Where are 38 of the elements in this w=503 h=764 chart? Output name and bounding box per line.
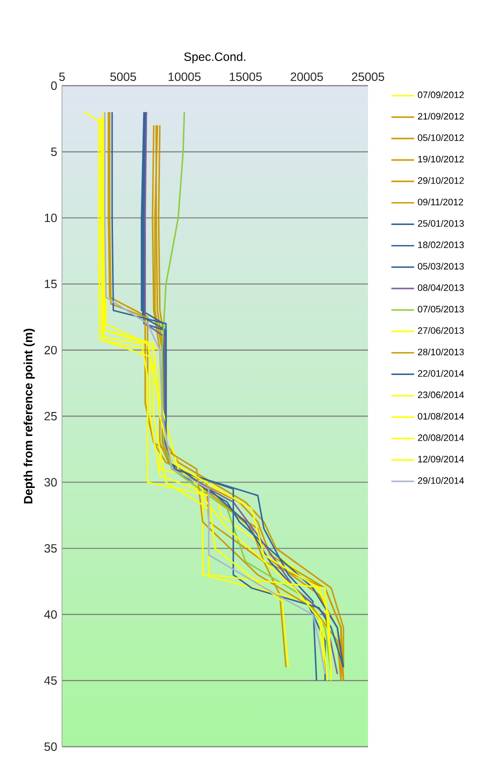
legend-label: 09/11/2012 xyxy=(418,198,464,206)
legend-label: 22/01/2014 xyxy=(418,370,464,377)
y-axis-title: Depth from reference point (m) xyxy=(24,328,35,504)
y-tick-label: 10 xyxy=(44,214,57,222)
legend-label: 21/09/2012 xyxy=(418,112,464,120)
y-tick-label: 30 xyxy=(44,478,57,487)
x-tick-label: 25005 xyxy=(352,72,384,81)
legend-label: 27/06/2013 xyxy=(418,327,464,334)
legend-label: 07/09/2012 xyxy=(418,91,464,98)
x-tick-label: 15005 xyxy=(230,72,262,81)
x-tick-label: 5 xyxy=(59,72,65,81)
y-tick-label: 40 xyxy=(44,610,57,619)
y-tick-label: 45 xyxy=(44,676,57,685)
y-tick-label: 20 xyxy=(44,346,57,354)
legend-label: 25/01/2013 xyxy=(418,220,464,227)
legend-label: 28/10/2013 xyxy=(418,348,464,356)
legend-label: 05/10/2012 xyxy=(418,134,464,141)
x-axis-title: Spec.Cond. xyxy=(184,52,246,64)
y-tick-label: 25 xyxy=(44,412,57,420)
legend-label: 23/06/2014 xyxy=(418,391,464,398)
y-tick-label: 35 xyxy=(44,544,57,553)
legend-label: 08/04/2013 xyxy=(418,284,464,291)
legend-label: 05/03/2013 xyxy=(418,262,464,270)
y-tick-label: 15 xyxy=(44,280,57,288)
y-tick-label: 5 xyxy=(51,148,57,156)
legend-label: 01/08/2014 xyxy=(418,412,464,420)
legend-label: 19/10/2012 xyxy=(418,156,464,162)
legend-label: 12/09/2014 xyxy=(418,456,464,462)
legend-label: 07/05/2013 xyxy=(418,306,464,312)
legend-label: 29/10/2012 xyxy=(418,177,464,184)
legend-label: 18/02/2013 xyxy=(418,241,464,248)
y-tick-label: 50 xyxy=(44,742,57,751)
x-tick-label: 20005 xyxy=(290,72,323,81)
x-tick-label: 10005 xyxy=(168,72,201,81)
legend-label: 20/08/2014 xyxy=(418,434,464,441)
x-tick-label: 5005 xyxy=(110,72,136,81)
legend-label: 29/10/2014 xyxy=(418,477,464,484)
y-tick-label: 0 xyxy=(51,81,57,90)
